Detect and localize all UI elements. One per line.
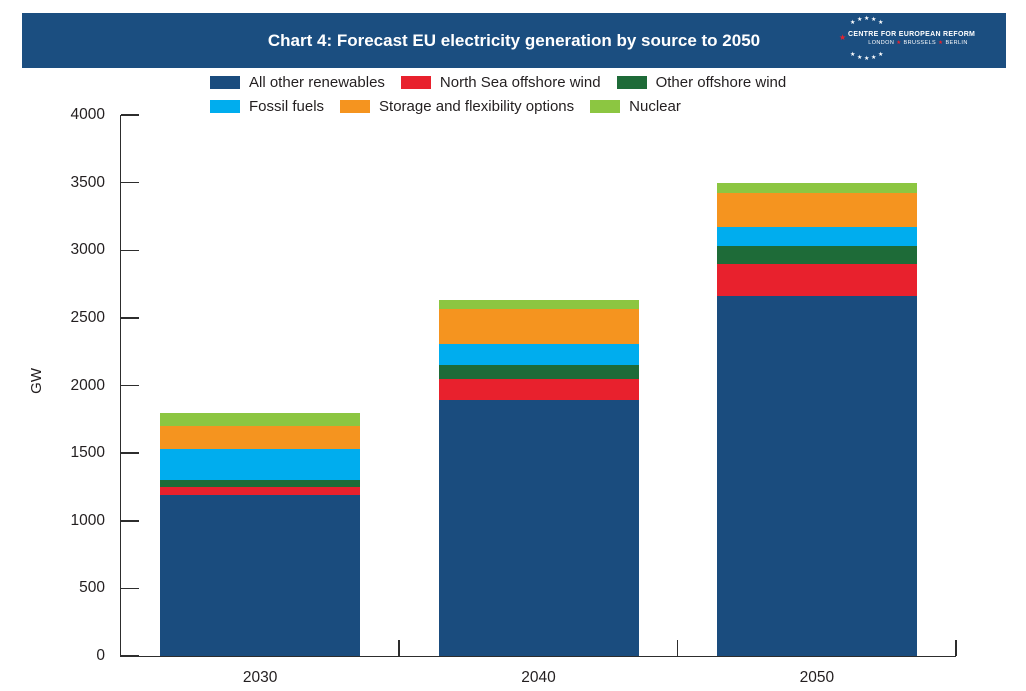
chart-title: Chart 4: Forecast EU electricity generat… (267, 31, 761, 50)
chart-legend: All other renewables North Sea offshore w… (210, 72, 786, 116)
legend-label: All other renewables (249, 73, 385, 91)
bar-segment (160, 495, 361, 656)
star-icon: ★ (864, 56, 870, 62)
bar-segment (716, 226, 917, 246)
legend-row: Fossil fuels Storage and flexibility opti… (210, 96, 786, 116)
header-bar: Chart 4: Forecast EU electricity generat… (22, 13, 1006, 68)
bar-segment (160, 486, 361, 496)
legend-row: All other renewables North Sea offshore w… (210, 72, 786, 92)
y-tick (121, 655, 139, 657)
legend-item: All other renewables (210, 74, 385, 91)
city-separator-star-icon: ★ (938, 40, 944, 46)
bar-2030 (160, 412, 361, 656)
legend-swatch-icon (210, 75, 240, 89)
city-label: BERLIN (945, 40, 968, 46)
star-icon: ★ (878, 52, 884, 58)
legend-label: Fossil fuels (249, 97, 325, 115)
legend-swatch-icon (616, 75, 647, 89)
bar-segment (716, 245, 917, 265)
star-icon: ★ (850, 52, 856, 58)
x-tick-label: 2040 (521, 669, 556, 686)
y-tick-label: 3500 (70, 173, 105, 191)
star-icon: ★ (871, 17, 877, 23)
bar-segment (160, 426, 361, 450)
plot-area: 0 500 1000 1500 2000 2500 3000 3500 4000 2030 2040… (71, 106, 957, 686)
bar-segment (438, 309, 639, 345)
legend-label: North Sea offshore wind (439, 73, 601, 91)
bar-segment (160, 449, 361, 481)
y-tick (121, 384, 139, 387)
legend-swatch-icon (340, 99, 371, 113)
y-tick (121, 587, 139, 590)
bar-segment (716, 183, 917, 193)
city-label: LONDON (868, 40, 895, 46)
y-tick (121, 181, 139, 184)
city-separator-star-icon: ★ (896, 40, 902, 46)
star-icon: ★ (871, 55, 877, 61)
legend-label: Other offshore wind (655, 73, 787, 91)
legend-label: Storage and flexibility options (379, 97, 575, 115)
y-tick-label: 500 (79, 579, 105, 597)
bar-segment (716, 192, 917, 227)
y-tick-label: 0 (96, 647, 105, 664)
star-icon: ★ (857, 55, 863, 61)
y-tick-label: 1500 (70, 444, 105, 462)
star-icon: ★ (878, 20, 884, 26)
legend-item: North Sea offshore wind (400, 73, 601, 91)
cer-logo-name: CENTRE FOR EUROPEAN REFORM (848, 31, 976, 38)
bar-segment (160, 480, 361, 487)
bar-segment (438, 344, 639, 366)
cer-logo-text: CENTRE FOR EUROPEAN REFORM LONDON ★ BRUSSE… (848, 31, 988, 46)
bar-segment (438, 400, 639, 656)
bar-segment (716, 296, 917, 656)
star-icon: ★ (864, 16, 870, 22)
x-tick-label: 2050 (799, 669, 835, 686)
bar-segment (716, 264, 917, 297)
x-tick (955, 640, 957, 656)
city-label: BRUSSELS (903, 40, 937, 46)
legend-label: Nuclear (629, 97, 681, 115)
y-tick-label: 2000 (70, 376, 105, 394)
bar-2040 (438, 300, 639, 656)
legend-item: Fossil fuels (210, 98, 324, 115)
y-tick-label: 2500 (70, 308, 105, 326)
bar-2050 (716, 183, 917, 656)
legend-item: Other offshore wind (616, 73, 787, 91)
star-icon: ★ (850, 20, 856, 26)
red-star-icon: ★ (839, 33, 847, 42)
bar-segment (438, 379, 639, 401)
y-axis-title: GW (28, 368, 45, 394)
y-tick-label: 3000 (70, 241, 105, 259)
y-tick (121, 452, 139, 454)
star-icon: ★ (857, 17, 863, 23)
legend-swatch-icon (210, 99, 240, 113)
y-tick-label: 1000 (70, 511, 105, 529)
x-tick (676, 640, 679, 656)
x-tick-label: 2030 (242, 669, 278, 686)
bar-segment (160, 412, 361, 427)
bar-segment (438, 300, 639, 310)
cer-logo: CENTRE FOR EUROPEAN REFORM LONDON ★ BRUSSE… (838, 16, 990, 64)
bar-segment (438, 365, 639, 380)
y-tick-label: 4000 (70, 106, 105, 123)
cer-logo-cities: LONDON ★ BRUSSELS ★ BERLIN (848, 40, 988, 46)
legend-item: Nuclear (590, 98, 681, 115)
y-tick (121, 317, 139, 319)
legend-swatch-icon (400, 75, 431, 89)
x-tick (398, 640, 400, 656)
y-tick (121, 520, 139, 522)
y-tick (121, 249, 139, 251)
y-tick (121, 114, 139, 116)
legend-swatch-icon (590, 99, 621, 113)
legend-item: Storage and flexibility options (340, 98, 574, 115)
